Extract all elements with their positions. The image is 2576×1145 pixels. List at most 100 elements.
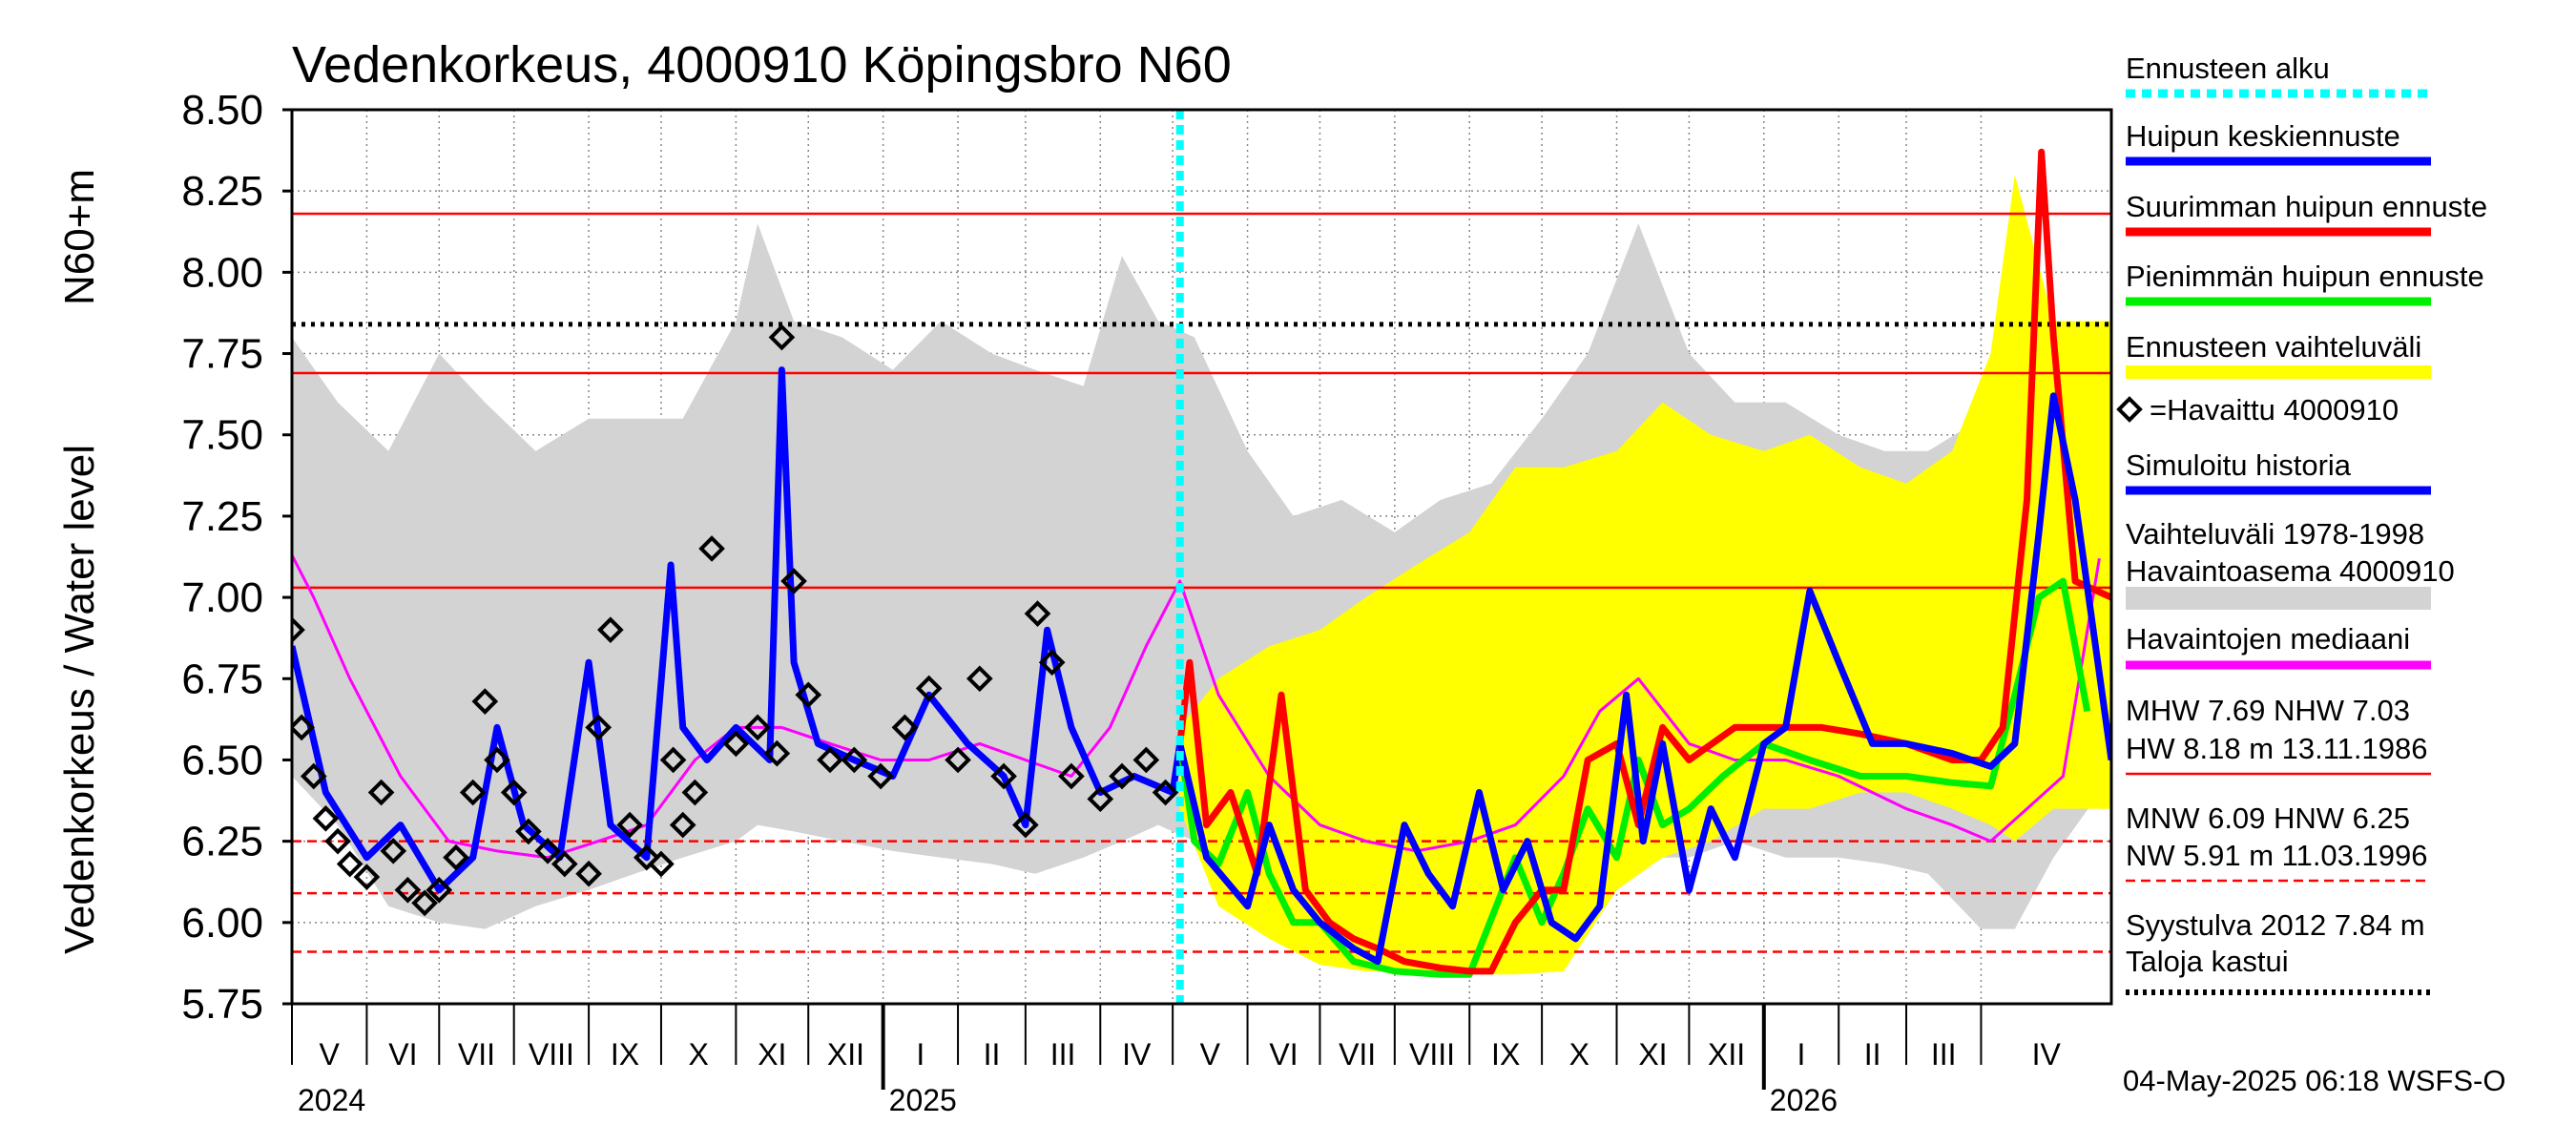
y-tick-label: 6.00 xyxy=(181,900,263,947)
year-label: 2026 xyxy=(1770,1083,1838,1117)
stats-line: Taloja kastui xyxy=(2126,945,2289,978)
series-line-pienimm-n-huipun-ennuste xyxy=(1176,577,2091,978)
month-label: VIII xyxy=(529,1037,574,1072)
y-tick-label: 6.75 xyxy=(181,656,263,702)
observed-markers xyxy=(292,323,1179,917)
observed-point xyxy=(292,616,305,643)
legend-label: Havaintojen mediaani xyxy=(2126,622,2410,656)
observed-point xyxy=(867,762,894,790)
month-label: III xyxy=(1050,1037,1076,1072)
y-tick-label: 8.25 xyxy=(181,168,263,215)
legend-label: Suurimman huipun ennuste xyxy=(2126,190,2487,223)
month-label: I xyxy=(1797,1037,1806,1072)
stats-line: HW 8.18 m 13.11.1986 xyxy=(2126,732,2428,765)
timestamp: 04-May-2025 06:18 WSFS-O xyxy=(2123,1064,2505,1097)
month-label: IX xyxy=(1491,1037,1520,1072)
observed-point xyxy=(659,746,687,774)
observed-point xyxy=(575,860,602,887)
legend-label: Ennusteen vaihteluväli xyxy=(2126,330,2421,364)
y-tick-label: 8.00 xyxy=(181,249,263,296)
observed-point xyxy=(353,864,381,890)
month-label: VI xyxy=(1269,1037,1298,1072)
stats-line: MHW 7.69 NHW 7.03 xyxy=(2126,694,2410,727)
observed-point xyxy=(966,665,993,693)
series-line-suurimman-huipun-ennuste xyxy=(1176,148,2111,975)
legend-label: Vaihteluväli 1978-1998 xyxy=(2126,517,2424,551)
legend-diamond-icon xyxy=(2116,396,2143,423)
observed-point xyxy=(312,804,340,832)
y-axis-ticks: 5.75 6.00 6.25 6.50 6.75 7.00 7.25 7.50 7.75 8.00… xyxy=(181,87,292,1028)
y-tick-label: 6.25 xyxy=(181,819,263,865)
observed-point xyxy=(324,827,351,855)
observed-point xyxy=(1012,811,1039,839)
legend-label: Ennusteen alku xyxy=(2126,52,2330,85)
observed-point xyxy=(1152,779,1179,806)
month-label: V xyxy=(320,1037,341,1072)
observed-point xyxy=(515,818,542,845)
observed-point xyxy=(1132,746,1160,774)
observed-point xyxy=(633,843,660,871)
observed-point xyxy=(768,323,796,351)
month-label: XI xyxy=(1638,1037,1667,1072)
y-tick-label: 7.50 xyxy=(181,412,263,459)
observed-point xyxy=(681,779,709,806)
legend: Ennusteen alku Huipun keskiennuste Suurimm… xyxy=(2116,52,2487,995)
month-label: X xyxy=(688,1037,708,1072)
observed-point xyxy=(945,746,971,774)
observed-point xyxy=(300,762,327,790)
stats-line: NW 5.91 m 11.03.1996 xyxy=(2126,839,2428,872)
observed-point xyxy=(585,714,613,741)
observed-point xyxy=(597,616,624,643)
y-tick-label: 6.50 xyxy=(181,737,263,783)
y-tick-label: 7.25 xyxy=(181,493,263,540)
y-tick-label: 7.00 xyxy=(181,574,263,621)
observed-point xyxy=(471,688,499,715)
month-label: II xyxy=(984,1037,1001,1072)
chart-title: Vedenkorkeus, 4000910 Köpingsbro N60 xyxy=(292,36,1232,94)
month-label: IX xyxy=(611,1037,639,1072)
observed-point xyxy=(551,850,578,878)
month-label: III xyxy=(1931,1037,1957,1072)
month-label: VI xyxy=(388,1037,417,1072)
observed-point xyxy=(648,850,675,878)
year-label: 2025 xyxy=(889,1083,957,1117)
stats-line: Syystulva 2012 7.84 m xyxy=(2126,908,2425,942)
month-label: VII xyxy=(1339,1037,1376,1072)
y-axis-label: Vedenkorkeus / Water level xyxy=(56,445,103,954)
observed-point xyxy=(484,746,510,774)
observed-point xyxy=(990,762,1017,790)
observed-point xyxy=(1087,785,1114,813)
observed-point xyxy=(744,714,771,741)
observed-point xyxy=(1058,762,1085,790)
stats-line: MNW 6.09 HNW 6.25 xyxy=(2126,802,2410,835)
month-label: IV xyxy=(2032,1037,2062,1072)
observed-point xyxy=(336,850,364,878)
observed-point xyxy=(915,675,943,702)
observed-point xyxy=(763,739,791,767)
observed-point xyxy=(1024,600,1051,627)
observed-point xyxy=(1109,762,1135,790)
month-label: II xyxy=(1864,1037,1881,1072)
observed-point xyxy=(411,889,438,917)
month-label: VIII xyxy=(1409,1037,1455,1072)
month-label: XII xyxy=(827,1037,864,1072)
x-axis: V VI VII VIII IX X XI XII I II III IV V VI VII VIII IX X X… xyxy=(291,1004,2062,1117)
observed-point xyxy=(380,838,407,864)
y-tick-label: 8.50 xyxy=(181,87,263,134)
observed-point xyxy=(367,779,395,806)
observed-point xyxy=(722,730,750,758)
month-label: VII xyxy=(458,1037,495,1072)
observed-point xyxy=(616,811,643,839)
observed-point xyxy=(292,714,315,741)
legend-label: Pienimmän huipun ennuste xyxy=(2126,260,2484,293)
month-label: V xyxy=(1200,1037,1221,1072)
observed-point xyxy=(426,876,453,904)
y-axis-unit-label: N60+m xyxy=(56,169,103,305)
legend-label: =Havaittu 4000910 xyxy=(2150,393,2399,427)
series-line-huipun-keskiennuste xyxy=(1176,392,2111,966)
observed-point xyxy=(500,779,528,806)
observed-point xyxy=(1038,649,1066,677)
legend-label: Huipun keskiennuste xyxy=(2126,119,2400,153)
legend-label: Havaintoasema 4000910 xyxy=(2126,554,2455,588)
